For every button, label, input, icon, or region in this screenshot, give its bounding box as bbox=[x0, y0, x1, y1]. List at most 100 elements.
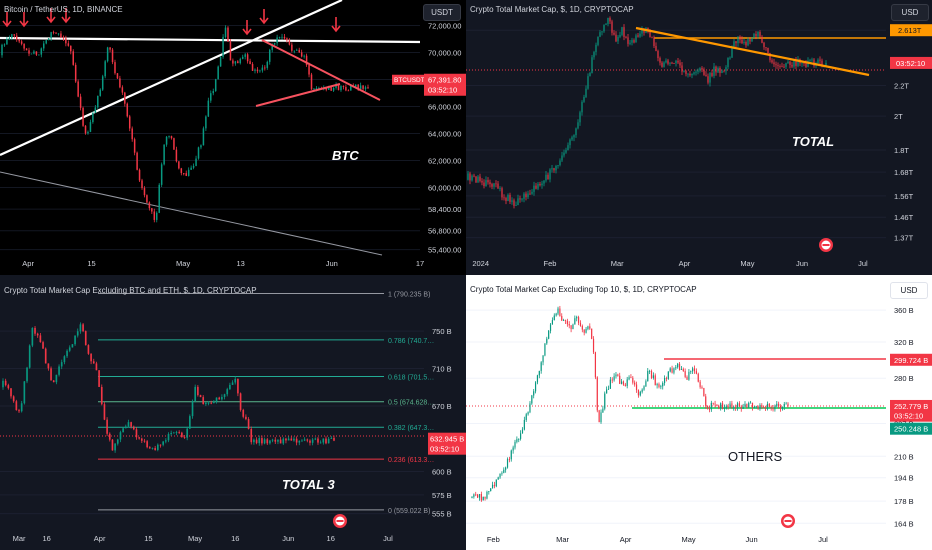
candle-body bbox=[155, 212, 158, 220]
candle-body bbox=[229, 384, 231, 390]
candle-body bbox=[748, 402, 750, 408]
candle-body bbox=[570, 325, 572, 330]
candle-body bbox=[234, 61, 237, 64]
candle-body bbox=[173, 138, 175, 150]
candle-body bbox=[477, 494, 479, 498]
btc-chart-panel[interactable]: 72,000.0070,000.0068,000.0066,000.0064,0… bbox=[0, 0, 466, 275]
candle-body bbox=[57, 33, 60, 35]
candle-body bbox=[87, 131, 89, 134]
price-tag-value: 03:52:10 bbox=[894, 412, 923, 421]
candle-body bbox=[493, 183, 495, 187]
candle-body bbox=[84, 331, 87, 346]
candle-body bbox=[697, 70, 699, 72]
candle-body bbox=[495, 183, 497, 185]
candle-body bbox=[221, 396, 223, 400]
candle-body bbox=[322, 438, 325, 443]
candle-body bbox=[214, 79, 217, 92]
candle-body bbox=[783, 404, 785, 407]
candle-body bbox=[523, 419, 525, 430]
candle-body bbox=[589, 72, 591, 77]
candle-body bbox=[40, 48, 43, 55]
candle-body bbox=[4, 380, 7, 386]
candle-body bbox=[296, 49, 298, 51]
candle-body bbox=[261, 67, 264, 71]
candle-body bbox=[568, 324, 570, 326]
candle-body bbox=[705, 74, 707, 77]
candle-body bbox=[729, 403, 731, 408]
candle-body bbox=[495, 479, 497, 487]
y-tick-label: 210 B bbox=[894, 452, 914, 461]
currency-button[interactable]: USD bbox=[891, 4, 929, 21]
candle-body bbox=[26, 367, 28, 382]
candle-body bbox=[489, 182, 491, 185]
candle-body bbox=[314, 438, 317, 440]
candle-body bbox=[501, 188, 503, 198]
candle-body bbox=[122, 428, 124, 433]
x-tick-label: 16 bbox=[327, 534, 335, 543]
candle-body bbox=[212, 91, 215, 94]
candle-body bbox=[669, 62, 671, 64]
candle-body bbox=[180, 168, 183, 174]
candle-body bbox=[327, 87, 330, 90]
candle-body bbox=[795, 60, 797, 66]
candle-body bbox=[295, 438, 298, 443]
candle-body bbox=[544, 343, 546, 356]
candle-body bbox=[109, 47, 111, 50]
candle-body bbox=[333, 437, 335, 441]
candle-body bbox=[293, 50, 296, 52]
candle-body bbox=[330, 87, 332, 91]
currency-button[interactable]: USD bbox=[890, 282, 928, 299]
candle-body bbox=[23, 381, 26, 404]
candle-body bbox=[478, 493, 481, 498]
candle-body bbox=[168, 136, 170, 137]
candle-body bbox=[805, 63, 807, 67]
candle-body bbox=[721, 70, 723, 73]
total-chart-panel[interactable]: 2.613T 2.2T 2T 1.8T 1.68T 1.56T 1.46T 1.37T 202… bbox=[466, 0, 932, 275]
candle-body bbox=[50, 368, 52, 381]
candle-body bbox=[116, 439, 119, 444]
candle-body bbox=[753, 33, 755, 39]
candle-body bbox=[677, 60, 679, 63]
candle-body bbox=[279, 439, 282, 444]
candle-body bbox=[576, 317, 578, 319]
candle-body bbox=[471, 175, 473, 181]
candle-body bbox=[705, 396, 707, 406]
candle-body bbox=[517, 198, 519, 206]
candle-body bbox=[92, 113, 94, 123]
candle-body bbox=[624, 384, 626, 386]
x-tick-label: 13 bbox=[236, 259, 244, 268]
candle-body bbox=[635, 35, 637, 43]
y-tick-label: 178 B bbox=[894, 497, 914, 506]
total3-chart-panel[interactable]: 1 (790.235 B) 0.786 (740.7… 0.618 (701.5… 0… bbox=[0, 275, 466, 550]
candle-body bbox=[697, 373, 699, 382]
currency-button[interactable]: USDT bbox=[423, 4, 461, 21]
candle-body bbox=[55, 32, 57, 34]
candle-body bbox=[82, 107, 84, 126]
candle-body bbox=[87, 345, 90, 354]
candle-body bbox=[232, 60, 234, 64]
candle-body bbox=[68, 347, 71, 351]
candle-body bbox=[485, 180, 487, 187]
candle-body bbox=[313, 88, 315, 90]
candle-body bbox=[811, 59, 813, 61]
candle-body bbox=[571, 137, 573, 140]
candle-body bbox=[591, 57, 593, 73]
candle-body bbox=[600, 412, 602, 423]
candle-body bbox=[727, 57, 729, 68]
candle-body bbox=[727, 406, 729, 408]
candle-body bbox=[28, 345, 31, 368]
candle-body bbox=[623, 27, 625, 37]
down-arrow-icon bbox=[2, 12, 12, 28]
btc-chart-svg: 72,000.0070,000.0068,000.0066,000.0064,0… bbox=[0, 0, 466, 268]
candle-body bbox=[537, 183, 539, 189]
candle-body bbox=[124, 92, 126, 104]
candle-body bbox=[635, 384, 638, 391]
candle-body bbox=[215, 397, 218, 402]
y-tick-label: 1.68T bbox=[894, 168, 914, 177]
y-tick-label: 1.8T bbox=[894, 146, 909, 155]
candle-body bbox=[597, 36, 599, 45]
y-tick-label: 600 B bbox=[432, 468, 452, 477]
candle-body bbox=[250, 428, 253, 443]
candle-body bbox=[278, 37, 281, 38]
